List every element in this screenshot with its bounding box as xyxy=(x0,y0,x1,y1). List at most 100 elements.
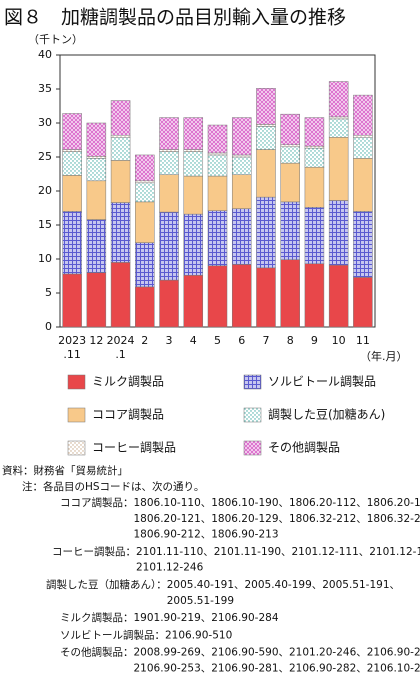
x-tick-label: 2023.11 xyxy=(58,334,86,361)
bar-segment xyxy=(63,211,82,274)
bar-segment xyxy=(305,148,324,167)
legend-swatch xyxy=(68,408,85,422)
hs-codes: 1806.10-110、1806.10-190、1806.20-112、1806… xyxy=(134,497,420,509)
legend-swatch xyxy=(68,441,85,455)
bar-segment xyxy=(329,119,348,137)
x-tick-label: 12 xyxy=(89,334,103,347)
x-tick-label: 8 xyxy=(287,334,294,347)
bar-segment xyxy=(111,160,130,202)
bar-segment xyxy=(63,274,82,327)
bar-segment xyxy=(353,137,372,158)
x-tick-label: 4 xyxy=(190,334,197,347)
bar-segment xyxy=(184,152,203,176)
bar-segment xyxy=(305,207,324,263)
legend-label: ココア調製品 xyxy=(92,408,164,422)
bar-segment xyxy=(256,126,275,149)
bar-segment xyxy=(87,181,106,220)
bar-segment xyxy=(135,181,154,183)
bar-segment xyxy=(111,203,130,263)
legend-swatch xyxy=(244,441,261,455)
bar-segment xyxy=(281,145,300,147)
bar-segment xyxy=(208,153,227,155)
bar-segment xyxy=(135,183,154,202)
legend-swatch xyxy=(244,408,261,422)
y-tick-label: 40 xyxy=(38,48,52,61)
bar-segment xyxy=(184,214,203,275)
hs-item-name: ソルビトール調製品： xyxy=(60,628,165,641)
bar-segment xyxy=(63,150,82,152)
bar-segment xyxy=(111,101,130,136)
x-tick-label: 2024.1 xyxy=(107,334,135,361)
bar-segment xyxy=(208,266,227,327)
hs-codes: 1806.20-121、1806.20-129、1806.32-212、1806… xyxy=(134,513,420,525)
bar-segment xyxy=(160,150,179,152)
y-tick-label: 30 xyxy=(38,116,52,129)
bar-segment xyxy=(353,158,372,211)
x-tick-label: 7 xyxy=(262,334,269,347)
bar-segment xyxy=(232,157,251,175)
hs-codes: 2005.51-199 xyxy=(167,595,234,607)
bar-segment xyxy=(160,212,179,280)
hs-codes: 2106.90-253、2106.90-281、2106.90-282、2106… xyxy=(134,663,420,675)
x-tick-label: 5 xyxy=(214,334,221,347)
bar-segment xyxy=(232,175,251,209)
legend-label: ミルク調製品 xyxy=(92,375,164,389)
hs-codes: 2101.12-246 xyxy=(136,562,204,574)
hs-item-name: ココア調製品： xyxy=(60,496,134,509)
bar-segment xyxy=(329,82,348,117)
y-tick-label: 35 xyxy=(38,82,52,95)
hs-codes: 2008.99-269、2106.90-590、2101.20-246、2106… xyxy=(134,647,420,659)
bar-segment xyxy=(87,220,106,273)
bar-segment xyxy=(135,287,154,327)
hs-codes: 1901.90-219、2106.90-284 xyxy=(134,612,279,624)
legend-swatch xyxy=(244,375,261,389)
bar-segment xyxy=(63,152,82,176)
hs-item-name: 調製した豆（加糖あん）： xyxy=(46,578,167,591)
bar-segment xyxy=(208,211,227,266)
bar-segment xyxy=(160,152,179,175)
legend-swatch xyxy=(68,375,85,389)
x-unit: （年.月） xyxy=(360,349,408,363)
bar-segment xyxy=(184,118,203,150)
bar-segment xyxy=(256,88,275,124)
bar-segment xyxy=(305,264,324,327)
bar-segment xyxy=(111,137,130,160)
bar-segment xyxy=(281,114,300,145)
y-tick-label: 25 xyxy=(38,150,52,163)
bar-segment xyxy=(353,211,372,277)
y-unit: （千トン） xyxy=(28,33,83,46)
bar-segment xyxy=(160,118,179,150)
hs-codes: 1806.90-212、1806.90-213 xyxy=(134,529,279,541)
bar-segment xyxy=(63,175,82,211)
bar-segment xyxy=(232,118,251,155)
bar-segment xyxy=(208,176,227,211)
legend-label: ソルビトール調製品 xyxy=(268,375,376,389)
bar-segment xyxy=(256,197,275,268)
note-intro: 注：各品目のHSコードは、次の通り。 xyxy=(22,480,204,493)
y-tick-label: 5 xyxy=(45,286,52,299)
bar-segment xyxy=(256,150,275,198)
bar-segment xyxy=(329,117,348,119)
bar-segment xyxy=(232,209,251,265)
bar-segment xyxy=(208,155,227,176)
bar-segment xyxy=(87,158,106,180)
bar-segment xyxy=(160,280,179,327)
bar-segment xyxy=(353,135,372,137)
bar-segment xyxy=(305,146,324,148)
bar-segment xyxy=(184,150,203,152)
bar-segment xyxy=(281,202,300,260)
bar-segment xyxy=(208,125,227,153)
chart-title: 図８ 加糖調製品の品目別輸入量の推移 xyxy=(4,7,346,29)
bar-segment xyxy=(305,167,324,207)
bar-segment xyxy=(281,147,300,163)
x-tick-label: 10 xyxy=(332,334,346,347)
x-tick-label: 6 xyxy=(238,334,245,347)
legend-label: コーヒー調製品 xyxy=(92,441,176,455)
bar-segment xyxy=(281,260,300,327)
hs-codes: 2101.11-110、2101.11-190、2101.12-111、2101… xyxy=(136,546,420,558)
hs-codes: 2106.90-510 xyxy=(165,629,232,641)
x-tick-label: 2 xyxy=(141,334,148,347)
bar-segment xyxy=(305,118,324,147)
y-tick-label: 20 xyxy=(38,184,52,197)
bar-segment xyxy=(111,262,130,327)
